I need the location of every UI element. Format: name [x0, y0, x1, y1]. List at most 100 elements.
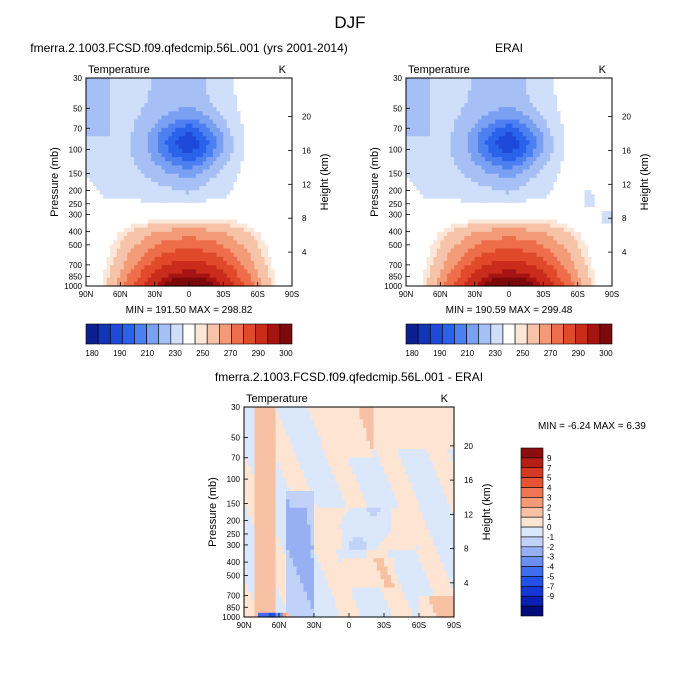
field-cell: [209, 148, 214, 154]
field-cell: [206, 252, 211, 258]
field-cell: [230, 115, 235, 121]
field-cell: [175, 281, 180, 287]
field-cell: [264, 256, 269, 262]
field-cell: [502, 111, 507, 117]
field-cell: [116, 236, 121, 241]
field-cell: [134, 119, 139, 125]
field-cell: [144, 252, 149, 258]
field-cell: [591, 161, 596, 166]
field-cell: [199, 173, 204, 179]
field-cell: [436, 98, 441, 104]
field-cell: [192, 265, 197, 270]
field-cell: [416, 177, 421, 183]
field-cell: [223, 211, 228, 216]
field-cell: [178, 252, 183, 258]
field-cell: [206, 281, 211, 287]
field-cell: [474, 165, 479, 171]
field-cell: [237, 265, 242, 270]
field-cell: [219, 182, 224, 187]
field-cell: [581, 78, 586, 83]
field-cell: [543, 198, 548, 204]
field-cell: [598, 202, 603, 208]
field-cell: [426, 102, 431, 108]
field-cell: [195, 198, 200, 204]
variable-label: Temperature: [88, 64, 150, 76]
field-cell: [106, 240, 111, 245]
field-cell: [106, 119, 111, 125]
field-cell: [591, 115, 596, 121]
field-cell: [127, 231, 132, 237]
field-cell: [99, 86, 104, 92]
field-cell: [598, 169, 603, 175]
field-cell: [447, 161, 452, 166]
field-cell: [288, 94, 293, 100]
field-cell: [433, 202, 438, 208]
field-cell: [106, 82, 111, 87]
field-cell: [450, 132, 455, 137]
field-cell: [103, 244, 108, 250]
field-cell: [481, 144, 486, 150]
field-cell: [409, 198, 414, 204]
field-cell: [168, 111, 173, 117]
field-cell: [147, 119, 152, 125]
field-cell: [151, 82, 156, 87]
field-cell: [158, 98, 163, 104]
field-cell: [512, 161, 517, 166]
field-cell: [151, 190, 156, 196]
field-cell: [440, 206, 445, 212]
field-cell: [257, 186, 262, 191]
field-cell: [206, 90, 211, 96]
field-cell: [223, 161, 228, 166]
field-cell: [96, 265, 101, 270]
field-cell: [254, 269, 259, 275]
field-cell: [257, 144, 262, 150]
field-cell: [281, 173, 286, 179]
field-cell: [209, 107, 214, 112]
field-cell: [86, 231, 91, 237]
field-cell: [577, 111, 582, 117]
field-cell: [581, 119, 586, 125]
field-cell: [278, 132, 283, 137]
field-cell: [563, 123, 568, 129]
field-cell: [158, 119, 163, 125]
field-cell: [570, 206, 575, 212]
field-cell: [233, 281, 238, 287]
field-cell: [113, 82, 118, 87]
field-cell: [533, 182, 538, 187]
field-cell: [202, 248, 207, 254]
field-cell: [113, 90, 118, 96]
field-cell: [164, 111, 169, 117]
field-cell: [608, 157, 613, 162]
field-cell: [247, 206, 252, 212]
field-cell: [168, 123, 173, 129]
field-cell: [412, 165, 417, 171]
field-cell: [209, 111, 214, 117]
field-cell: [199, 98, 204, 104]
field-cell: [164, 78, 169, 83]
field-cell: [581, 115, 586, 121]
field-cell: [412, 157, 417, 162]
field-cell: [591, 140, 596, 146]
field-cell: [264, 248, 269, 254]
field-cell: [250, 273, 255, 279]
field-cell: [209, 273, 214, 279]
field-cell: [127, 261, 132, 266]
figure-title: DJF: [334, 13, 365, 32]
field-cell: [92, 177, 97, 183]
field-cell: [240, 190, 245, 196]
field-cell: [536, 98, 541, 104]
field-cell: [546, 206, 551, 212]
field-cell: [243, 277, 248, 283]
field-cell: [288, 78, 293, 83]
x-tick-label: 0: [187, 290, 192, 299]
field-cell: [137, 265, 142, 270]
field-cell: [213, 94, 218, 100]
field-cell: [539, 136, 544, 141]
field-cell: [140, 265, 145, 270]
field-cell: [560, 78, 565, 83]
field-cell: [436, 90, 441, 96]
field-cell: [257, 248, 262, 254]
field-cell: [577, 152, 582, 158]
field-cell: [110, 119, 115, 125]
field-cell: [96, 161, 101, 166]
